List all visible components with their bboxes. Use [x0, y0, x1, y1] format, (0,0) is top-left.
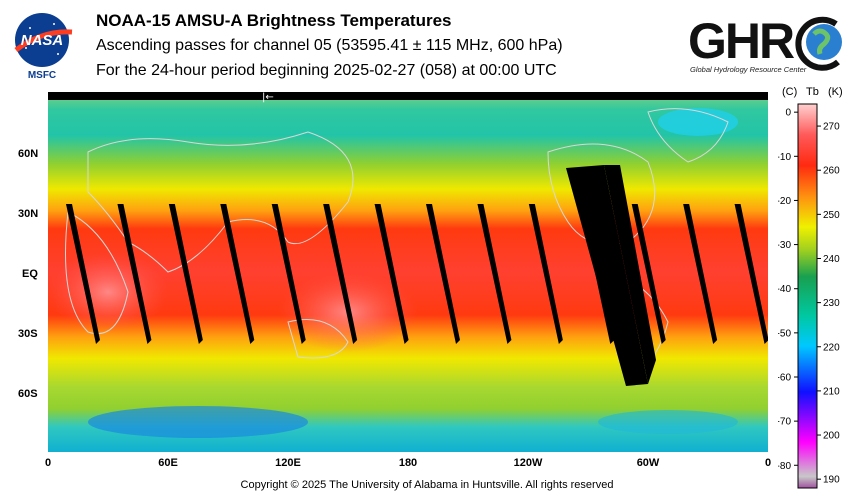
kelvin-tick-label: 190	[823, 475, 840, 486]
lon-label-60e: 60E	[158, 457, 178, 469]
celsius-tick-label: -40	[778, 284, 791, 295]
ghrc-logo: GHR Global Hydrology Resource Center	[686, 10, 850, 78]
lat-label-60s: 60S	[18, 388, 38, 400]
lat-label-eq: EQ	[22, 268, 38, 280]
swath-gap	[271, 204, 306, 344]
colorbar-unit-kelvin: (K)	[828, 86, 843, 98]
colorbar: (C) Tb (K) 0 -10 -20 -30 -40 -50 -60 -70 -80 270 2…	[778, 84, 854, 494]
swath-gap	[426, 204, 460, 344]
kelvin-tick-label: 240	[823, 254, 840, 265]
swath-gap	[683, 204, 718, 344]
kelvin-tick-label: 270	[823, 122, 840, 133]
cold-patch	[88, 406, 308, 438]
swath-gap	[323, 204, 358, 344]
kelvin-tick-label: 250	[823, 210, 840, 221]
coastline-outline	[65, 211, 129, 334]
cold-patch	[658, 108, 738, 136]
missing-data-block	[604, 165, 656, 384]
page-title: NOAA-15 AMSU-A Brightness Temperatures	[96, 11, 452, 30]
colorbar-ticks: 0 -10 -20 -30 -40 -50 -60 -70 -80 270 260 250 240 230…	[778, 108, 840, 486]
copyright-text: Copyright © 2025 The University of Alaba…	[240, 479, 614, 491]
orbit-arrow-icon: |←	[262, 92, 274, 103]
ghrc-caption: Global Hydrology Resource Center	[690, 65, 807, 74]
cold-patch	[598, 410, 738, 434]
coastline-outline	[287, 319, 349, 359]
svg-text:NASA: NASA	[21, 32, 64, 49]
missing-data-block	[566, 165, 648, 386]
lat-label-30n: 30N	[18, 208, 39, 220]
nasa-caption: MSFC	[28, 70, 56, 80]
celsius-tick-label: -10	[778, 152, 791, 163]
warm-patch	[48, 252, 168, 332]
brightness-temperature-map: |←	[48, 92, 769, 452]
lat-label-30s: 30S	[18, 328, 38, 340]
kelvin-tick-label: 210	[823, 386, 840, 397]
celsius-tick-label: -50	[778, 328, 791, 339]
svg-text:GHR: GHR	[688, 13, 795, 69]
celsius-tick-label: -80	[778, 461, 791, 472]
celsius-tick-label: -70	[778, 417, 791, 428]
swath-gap	[631, 204, 666, 344]
swath-gap	[734, 204, 769, 344]
colorbar-unit-celsius: (C)	[782, 86, 798, 98]
celsius-tick-label: 0	[785, 108, 791, 119]
missing-swath-gaps	[66, 204, 769, 344]
swath-gap	[117, 204, 152, 344]
lon-label-120e: 120E	[275, 457, 301, 469]
coastline-outline	[647, 108, 729, 163]
lon-label-180: 180	[398, 457, 418, 469]
lon-label-0-east: 0	[764, 457, 772, 469]
lon-label-0: 0	[44, 457, 52, 469]
nasa-msfc-logo: NASA MSFC	[12, 10, 76, 81]
swath-gap	[528, 204, 563, 344]
lon-label-120w: 120W	[513, 457, 543, 469]
swath-gap	[168, 204, 203, 344]
top-missing-band	[48, 92, 768, 100]
subtitle-channel: Ascending passes for channel 05 (53595.4…	[96, 37, 563, 54]
kelvin-tick-label: 220	[823, 342, 840, 353]
swath-gap	[374, 204, 409, 344]
colorbar-unit-tb: Tb	[806, 86, 819, 98]
subtitle-period: For the 24-hour period beginning 2025-02…	[96, 62, 557, 79]
colorbar-gradient	[797, 103, 818, 489]
kelvin-tick-label: 200	[823, 431, 840, 442]
swath-gap	[66, 204, 100, 344]
kelvin-tick-label: 260	[823, 166, 840, 177]
swath-gap	[477, 204, 512, 344]
celsius-tick-label: -30	[778, 240, 791, 251]
kelvin-tick-label: 230	[823, 298, 840, 309]
coastline-outline	[87, 131, 354, 273]
celsius-tick-label: -60	[778, 372, 791, 383]
swath-gap	[220, 204, 255, 344]
lat-label-60n: 60N	[18, 148, 39, 160]
lon-label-60w: 60W	[636, 457, 660, 469]
celsius-tick-label: -20	[778, 196, 791, 207]
